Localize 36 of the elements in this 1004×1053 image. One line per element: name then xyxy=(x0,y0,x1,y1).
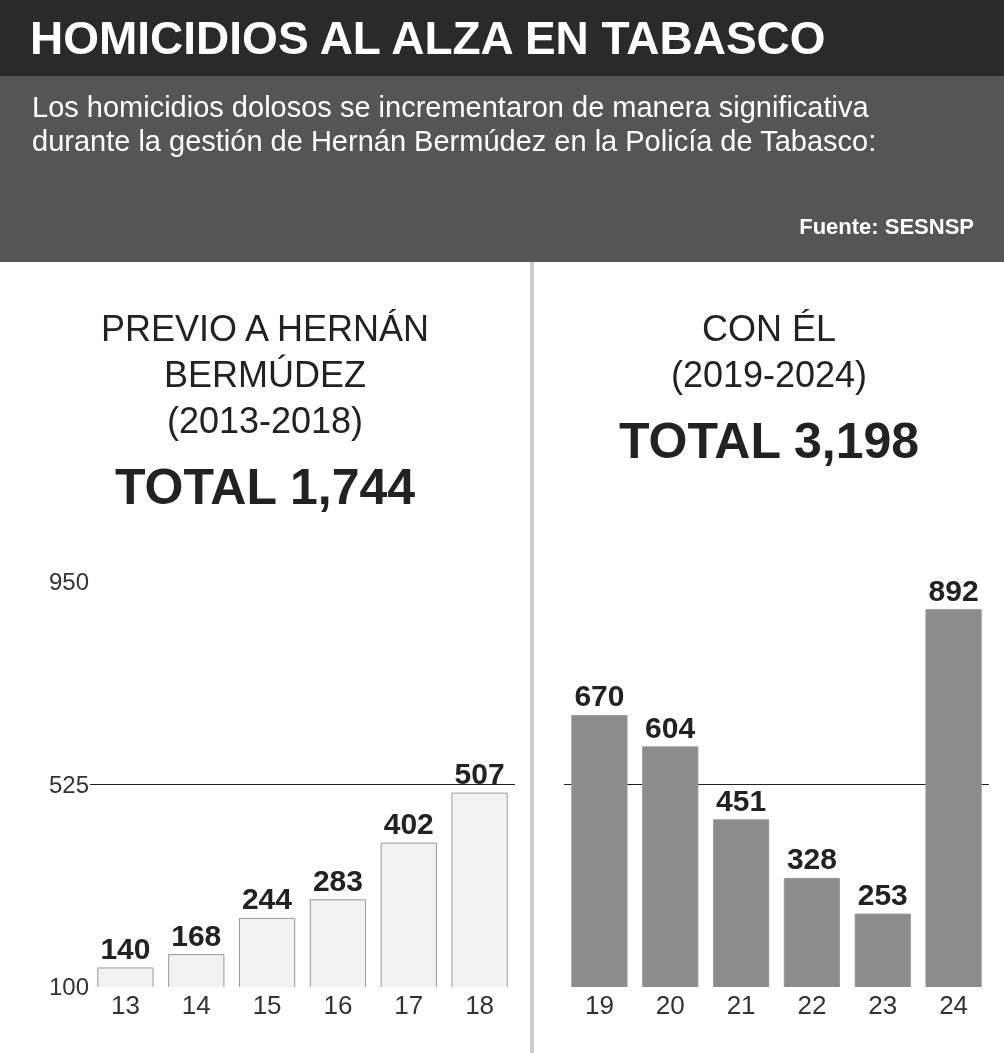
data-label: 670 xyxy=(574,679,625,713)
x-tick-label: 18 xyxy=(465,990,495,1020)
data-label: 168 xyxy=(171,918,222,952)
text: TOTAL 1,744 xyxy=(113,458,417,516)
y-tick-label: 525 xyxy=(48,770,89,798)
text: HOMICIDIOS AL ALZA EN TABASCO xyxy=(0,0,1004,76)
x-tick-label: 14 xyxy=(181,990,211,1020)
x-tick-label: 21 xyxy=(726,990,756,1020)
data-label: 604 xyxy=(645,710,696,744)
x-tick-label: 19 xyxy=(584,990,614,1020)
text: Los homicidios dolosos se incrementaron de manera significativa durante la gestión de Hernán Bermúdez en la Policía de Tabasco: xyxy=(31,90,878,158)
x-tick-label: 22 xyxy=(797,990,827,1020)
data-label: 402 xyxy=(383,807,434,841)
data-label: 253 xyxy=(857,878,908,912)
x-tick-label: 17 xyxy=(394,990,424,1020)
data-label: 244 xyxy=(241,882,293,916)
y-tick-label: 950 xyxy=(48,568,89,596)
data-label: 283 xyxy=(312,863,363,897)
y-tick-label: 100 xyxy=(48,973,89,1001)
chart-subtitle: (2019-2024) xyxy=(669,353,869,397)
x-tick-label: 23 xyxy=(868,990,898,1020)
chart-title: PREVIO A HERNÁN BERMÚDEZ xyxy=(99,307,431,397)
chart-title: CON ÉL xyxy=(700,307,837,351)
data-label: 451 xyxy=(716,783,767,817)
text: TOTAL 3,198 xyxy=(617,412,921,470)
x-tick-label: 24 xyxy=(939,990,969,1020)
x-tick-label: 20 xyxy=(655,990,685,1020)
source-note: Fuente: SESNSP xyxy=(799,214,974,240)
data-label: 892 xyxy=(928,573,979,607)
data-label: 507 xyxy=(454,757,505,791)
chart-subtitle: (2013-2018) xyxy=(165,399,365,443)
x-tick-label: 16 xyxy=(323,990,353,1020)
data-label: 140 xyxy=(100,931,151,965)
data-label: 328 xyxy=(786,842,837,876)
x-tick-label: 15 xyxy=(252,990,282,1020)
x-tick-label: 13 xyxy=(110,990,140,1020)
